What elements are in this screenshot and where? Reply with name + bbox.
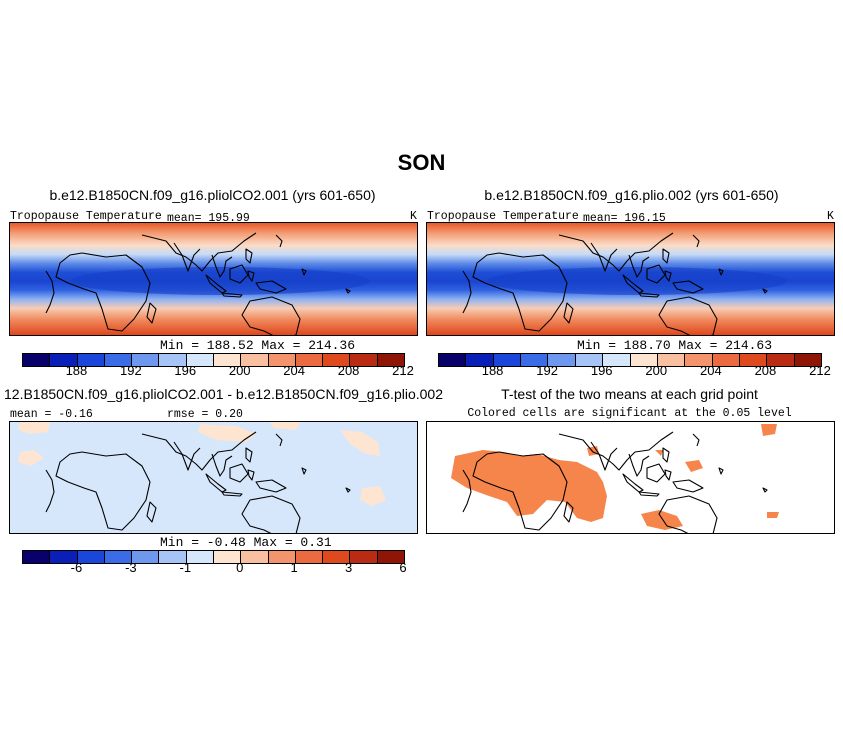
colorbar-cell	[104, 551, 133, 563]
colorbar-tick-label: 208	[754, 363, 777, 378]
variable-label-right: Tropopause Temperature	[427, 210, 579, 223]
difference-mean: mean = -0.16	[10, 408, 93, 421]
colorbar-cell	[23, 551, 51, 563]
colorbar-cell	[439, 354, 467, 366]
colorbar-cell	[77, 551, 105, 563]
colorbar-cell	[295, 354, 324, 366]
colorbar-tick-label: 196	[590, 363, 613, 378]
colorbar-tick-label: 200	[228, 363, 251, 378]
colorbar-left	[22, 353, 405, 367]
colorbar-cell	[241, 551, 269, 563]
colorbar-cell	[23, 354, 51, 366]
colorbar-cell	[657, 354, 686, 366]
difference-rmse: rmse = 0.20	[167, 408, 243, 421]
colorbar-cell	[50, 551, 78, 563]
colorbar-cell	[132, 551, 160, 563]
colorbar-cell	[268, 551, 296, 563]
colorbar-cell	[377, 551, 404, 563]
colorbar-cell	[685, 354, 713, 366]
colorbar-cell	[767, 354, 795, 366]
minmax-label-left: Min = 188.52 Max = 214.36	[160, 338, 356, 353]
variable-label-left: Tropopause Temperature	[10, 210, 162, 223]
colorbar-cell	[159, 551, 187, 563]
colorbar-cell	[603, 354, 631, 366]
mean-label-left: mean= 195.99	[167, 212, 250, 225]
colorbar-tick-label: 188	[65, 363, 88, 378]
difference-minmax: Min = -0.48 Max = 0.31	[160, 535, 332, 550]
colorbar-cell	[132, 354, 160, 366]
colorbar-tick-label: 192	[536, 363, 558, 378]
map-difference	[9, 421, 418, 534]
colorbar-cell	[323, 354, 351, 366]
colorbar-cell	[213, 551, 242, 563]
colorbar-cell	[350, 354, 378, 366]
colorbar-right	[438, 353, 822, 367]
colorbar-cell	[104, 354, 133, 366]
colorbar-cell	[794, 354, 822, 366]
units-label-left: K	[410, 210, 417, 223]
colorbar-tick-label: 3	[344, 560, 353, 575]
colorbar-cell	[712, 354, 740, 366]
colorbar-tick-label: 0	[236, 560, 244, 575]
colorbar-cell	[575, 354, 604, 366]
colorbar-cell	[350, 551, 378, 563]
colorbar-tick-label: 6	[399, 560, 407, 575]
colorbar-cell	[493, 354, 522, 366]
ttest-subtitle: Colored cells are significant at the 0.0…	[467, 407, 792, 420]
mean-label-right: mean= 196.15	[583, 212, 666, 225]
panel-title-right: b.e12.B1850CN.f09_g16.plio.002 (yrs 601-…	[484, 187, 779, 203]
colorbar-tick-label: 204	[699, 363, 722, 378]
colorbar-tick-label: -6	[70, 560, 83, 575]
page-title: SON	[397, 150, 446, 175]
colorbar-cell	[268, 354, 296, 366]
colorbar-cell	[466, 354, 494, 366]
colorbar-tick-label: 212	[392, 363, 414, 378]
colorbar-cell	[159, 354, 187, 366]
colorbar-tick-label: 1	[290, 560, 298, 575]
colorbar-ticks-left: 188 192 196 200 204 208 212	[22, 363, 414, 379]
colorbar-ticks-difference: -6 -3 -1 0 1 3 6	[22, 560, 407, 576]
minmax-label-right: Min = 188.70 Max = 214.63	[577, 338, 773, 353]
colorbar-cell	[241, 354, 269, 366]
colorbar-cell	[739, 354, 768, 366]
ttest-title: T-test of the two means at each grid poi…	[501, 386, 758, 402]
colorbar-tick-label: 204	[283, 363, 305, 378]
colorbar-tick-label: -1	[179, 560, 192, 575]
colorbar-tick-label: 208	[337, 363, 360, 378]
colorbar-tick-label: 200	[645, 363, 668, 378]
colorbar-difference	[22, 550, 405, 564]
colorbar-cell	[50, 354, 78, 366]
colorbar-cell	[77, 354, 105, 366]
panel-title-left: b.e12.B1850CN.f09_g16.pliolCO2.001 (yrs …	[49, 187, 376, 203]
map-ttest	[426, 421, 835, 534]
colorbar-cell	[295, 551, 324, 563]
colorbar-tick-label: 212	[809, 363, 831, 378]
colorbar-cell	[213, 354, 242, 366]
map-tropopause-left	[9, 222, 418, 336]
colorbar-tick-label: 188	[481, 363, 504, 378]
colorbar-ticks-right: 188 192 196 200 204 208 212	[438, 363, 831, 379]
difference-title: 12.B1850CN.f09_g16.pliolCO2.001 - b.e12.…	[4, 386, 443, 402]
colorbar-tick-label: 196	[174, 363, 197, 378]
colorbar-cell	[377, 354, 404, 366]
units-label-right: K	[827, 210, 834, 223]
map-tropopause-right	[426, 222, 835, 336]
colorbar-cell	[521, 354, 549, 366]
colorbar-tick-label: 192	[119, 363, 142, 378]
colorbar-cell	[323, 551, 351, 563]
colorbar-cell	[186, 551, 214, 563]
colorbar-cell	[630, 354, 658, 366]
colorbar-cell	[186, 354, 214, 366]
colorbar-cell	[548, 354, 576, 366]
colorbar-tick-label: -3	[125, 560, 137, 575]
